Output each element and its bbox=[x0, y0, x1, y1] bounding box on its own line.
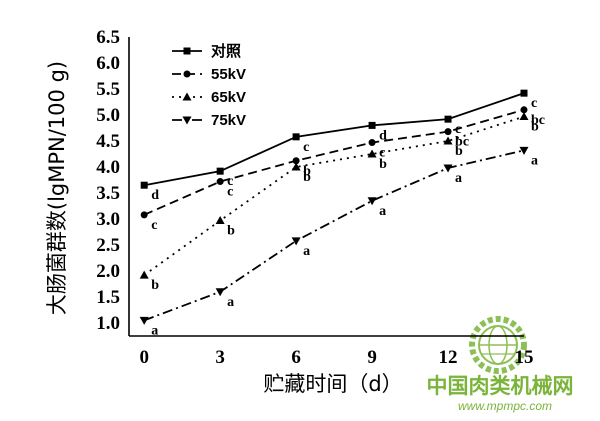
legend-marker bbox=[182, 92, 192, 101]
gear-globe-icon bbox=[469, 316, 527, 374]
y-tick-label: 4.5 bbox=[96, 131, 120, 152]
significance-label: a bbox=[151, 323, 158, 338]
data-point bbox=[216, 167, 224, 175]
watermark-url: www.mpmpc.com bbox=[458, 399, 552, 413]
y-tick-label: 3.5 bbox=[96, 183, 120, 204]
x-tick-label: 6 bbox=[291, 347, 301, 368]
significance-label: a bbox=[303, 244, 310, 259]
x-axis-title: 贮藏时间（d） bbox=[263, 372, 402, 396]
significance-label: b bbox=[455, 144, 463, 159]
significance-label: b bbox=[379, 157, 387, 172]
significance-label: c bbox=[227, 185, 233, 200]
significance-label: c bbox=[303, 140, 309, 155]
watermark-title: 中国肉类机械网 bbox=[427, 374, 574, 398]
significance-label: a bbox=[379, 204, 386, 219]
significance-label: bc bbox=[531, 113, 545, 128]
y-tick-label: 6.0 bbox=[96, 53, 120, 74]
y-tick-label: 6.5 bbox=[96, 27, 120, 48]
significance-label: c bbox=[227, 174, 233, 189]
plot-area: 1.0 1.5 2.0 2.5 3.0 3.5 4.0 4.5 5.0 5.5 6.0 6.5 0 3 6 9… bbox=[96, 27, 545, 368]
legend-label: 75kV bbox=[211, 112, 246, 129]
data-point bbox=[139, 316, 149, 325]
data-point bbox=[444, 115, 452, 123]
data-point bbox=[519, 112, 529, 121]
data-point bbox=[520, 106, 528, 114]
data-point bbox=[443, 136, 453, 145]
data-point bbox=[520, 89, 528, 97]
significance-label: a bbox=[455, 171, 462, 186]
significance-label: d bbox=[151, 188, 159, 203]
significance-label: d bbox=[379, 128, 387, 143]
data-point bbox=[519, 146, 529, 155]
y-tick-label: 5.5 bbox=[96, 79, 120, 100]
data-point bbox=[444, 128, 452, 136]
y-tick-label: 1.5 bbox=[96, 287, 120, 308]
x-tick-label: 0 bbox=[139, 347, 149, 368]
data-point bbox=[215, 216, 225, 225]
significance-label: b bbox=[151, 278, 159, 293]
significance-label: b bbox=[303, 164, 311, 179]
legend-label: 对照 bbox=[211, 42, 241, 60]
data-point bbox=[140, 181, 148, 189]
data-point bbox=[368, 139, 376, 147]
significance-label: b bbox=[303, 170, 311, 185]
x-tick-label: 12 bbox=[439, 347, 458, 368]
data-point bbox=[367, 149, 377, 158]
y-tick-label: 5.0 bbox=[96, 105, 120, 126]
significance-label: b bbox=[531, 120, 539, 135]
data-point bbox=[215, 288, 225, 297]
legend-marker bbox=[182, 116, 192, 125]
data-point bbox=[368, 121, 376, 129]
y-tick-label: 4.0 bbox=[96, 157, 120, 178]
legend-label: 65kV bbox=[211, 89, 246, 106]
series-line bbox=[143, 108, 525, 216]
legend-marker bbox=[183, 70, 191, 78]
x-tick-label: 9 bbox=[367, 347, 377, 368]
data-point bbox=[292, 133, 300, 141]
legend-label: 55kV bbox=[211, 66, 246, 83]
significance-label: c bbox=[151, 218, 157, 233]
significance-label: a bbox=[531, 153, 538, 168]
y-tick-label: 2.5 bbox=[96, 235, 120, 256]
series-line bbox=[143, 115, 525, 276]
legend: 对照 55kV 65kV 75kV bbox=[172, 42, 246, 129]
significance-label: b bbox=[227, 224, 235, 239]
legend-marker bbox=[183, 47, 191, 55]
x-tick-label: 15 bbox=[515, 347, 534, 368]
data-point bbox=[292, 157, 300, 165]
data-point bbox=[291, 237, 301, 246]
series-line bbox=[143, 149, 525, 322]
x-tick-label: 3 bbox=[215, 347, 225, 368]
data-point bbox=[291, 162, 301, 171]
data-point bbox=[216, 178, 224, 186]
y-tick-label: 1.0 bbox=[96, 313, 120, 334]
significance-label: c bbox=[531, 96, 537, 111]
series-line bbox=[144, 92, 525, 187]
data-point bbox=[367, 197, 377, 206]
significance-label: a bbox=[227, 295, 234, 310]
y-tick-label: 3.0 bbox=[96, 209, 120, 230]
data-point bbox=[443, 164, 453, 173]
data-point bbox=[139, 270, 149, 279]
y-axis-title: 大肠菌群数(lgMPN/100 g) bbox=[45, 61, 69, 315]
y-tick-label: 2.0 bbox=[96, 261, 120, 282]
data-point bbox=[140, 211, 148, 219]
